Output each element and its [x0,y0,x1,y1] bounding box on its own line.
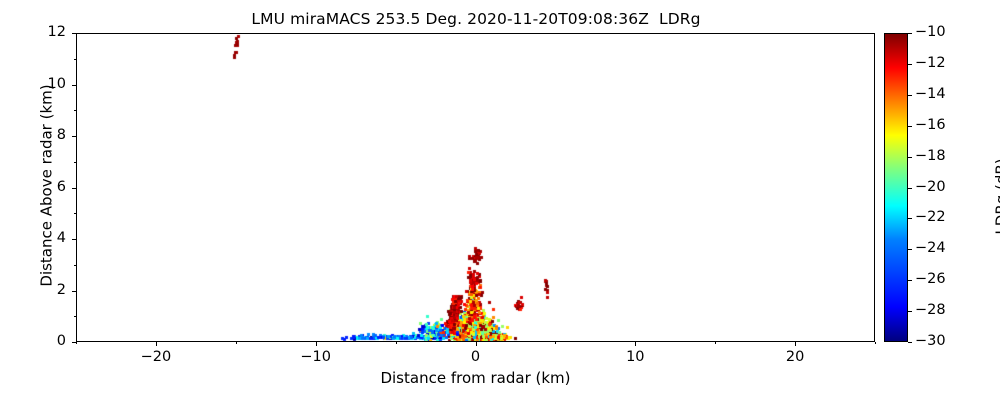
x-axis-tick-label: 0 [470,349,481,365]
colorbar-tick-label: −20 [915,178,946,195]
x-axis-minor-tick [235,342,237,344]
colorbar-tick-label: −30 [915,333,946,349]
plot-axes-area [76,33,875,342]
colorbar-tick [908,249,912,251]
y-axis-minor-tick [74,213,76,215]
colorbar-tick-label: −10 [915,24,946,40]
y-axis-tick-label: 4 [56,230,66,246]
x-axis-minor-tick [395,342,397,344]
colorbar-tick [908,156,912,158]
chart-title-text: LMU miraMACS 253.5 Deg. 2020-11-20T09:08… [251,10,701,28]
y-axis-tick [72,84,76,86]
colorbar-tick-label: −22 [915,209,946,226]
colorbar-tick [908,311,912,313]
x-axis-tick [315,342,317,346]
x-axis-tick-label: 10 [626,349,645,365]
chart-title: LMU miraMACS 253.5 Deg. 2020-11-20T09:08… [0,9,1000,29]
x-axis-tick-label: −20 [140,349,172,365]
y-axis-minor-tick [74,58,76,60]
y-axis-tick [72,136,76,137]
colorbar-tick [908,187,912,189]
colorbar-label: LDRg (dB) [992,158,1000,235]
x-axis-tick-label: −10 [300,349,331,365]
x-axis-minor-tick [555,342,557,344]
x-axis-minor-tick [76,342,77,344]
colorbar-tick-label: −24 [915,240,946,257]
x-axis-tick [635,342,637,346]
scatter-plot-canvas [77,34,874,341]
colorbar-tick-label: −18 [915,147,946,164]
colorbar-tick-label: −12 [915,54,946,71]
colorbar-tick [908,94,912,96]
y-axis-tick-label: 6 [56,178,66,195]
y-axis-tick-label: 8 [56,127,66,143]
y-axis-tick-label: 0 [56,333,66,349]
x-axis-tick [795,342,797,346]
colorbar-tick-label: −26 [915,271,946,288]
y-axis-label: Distance Above radar (km) [37,84,56,287]
y-axis-minor-tick [74,110,76,112]
colorbar-gradient [884,33,908,342]
colorbar-tick [908,342,912,343]
x-axis-minor-tick [875,342,876,344]
colorbar-tick [908,125,912,127]
y-axis-minor-tick [74,264,76,266]
colorbar-tick [908,33,912,34]
colorbar-tick [908,280,912,282]
y-axis-tick [72,290,76,292]
y-axis-minor-tick [74,316,76,318]
x-axis-minor-tick [715,342,717,344]
x-axis-tick [155,342,157,346]
y-axis-tick-label: 10 [47,75,66,92]
x-axis-tick-label: 20 [785,349,805,365]
x-axis-label: Distance from radar (km) [380,369,571,387]
colorbar-tick-label: −16 [915,116,946,133]
y-axis-tick [72,187,76,189]
y-axis-tick [72,239,76,240]
x-axis-tick [475,342,477,346]
y-axis-tick [72,33,76,34]
y-axis-tick [72,342,76,343]
colorbar-tick [908,218,912,220]
colorbar-tick [908,63,912,65]
colorbar-tick-label: −14 [915,85,946,102]
y-axis-minor-tick [74,161,76,163]
y-axis-tick-label: 2 [56,281,66,298]
colorbar-tick-label: −28 [915,302,946,319]
y-axis-tick-label: 12 [47,24,66,40]
